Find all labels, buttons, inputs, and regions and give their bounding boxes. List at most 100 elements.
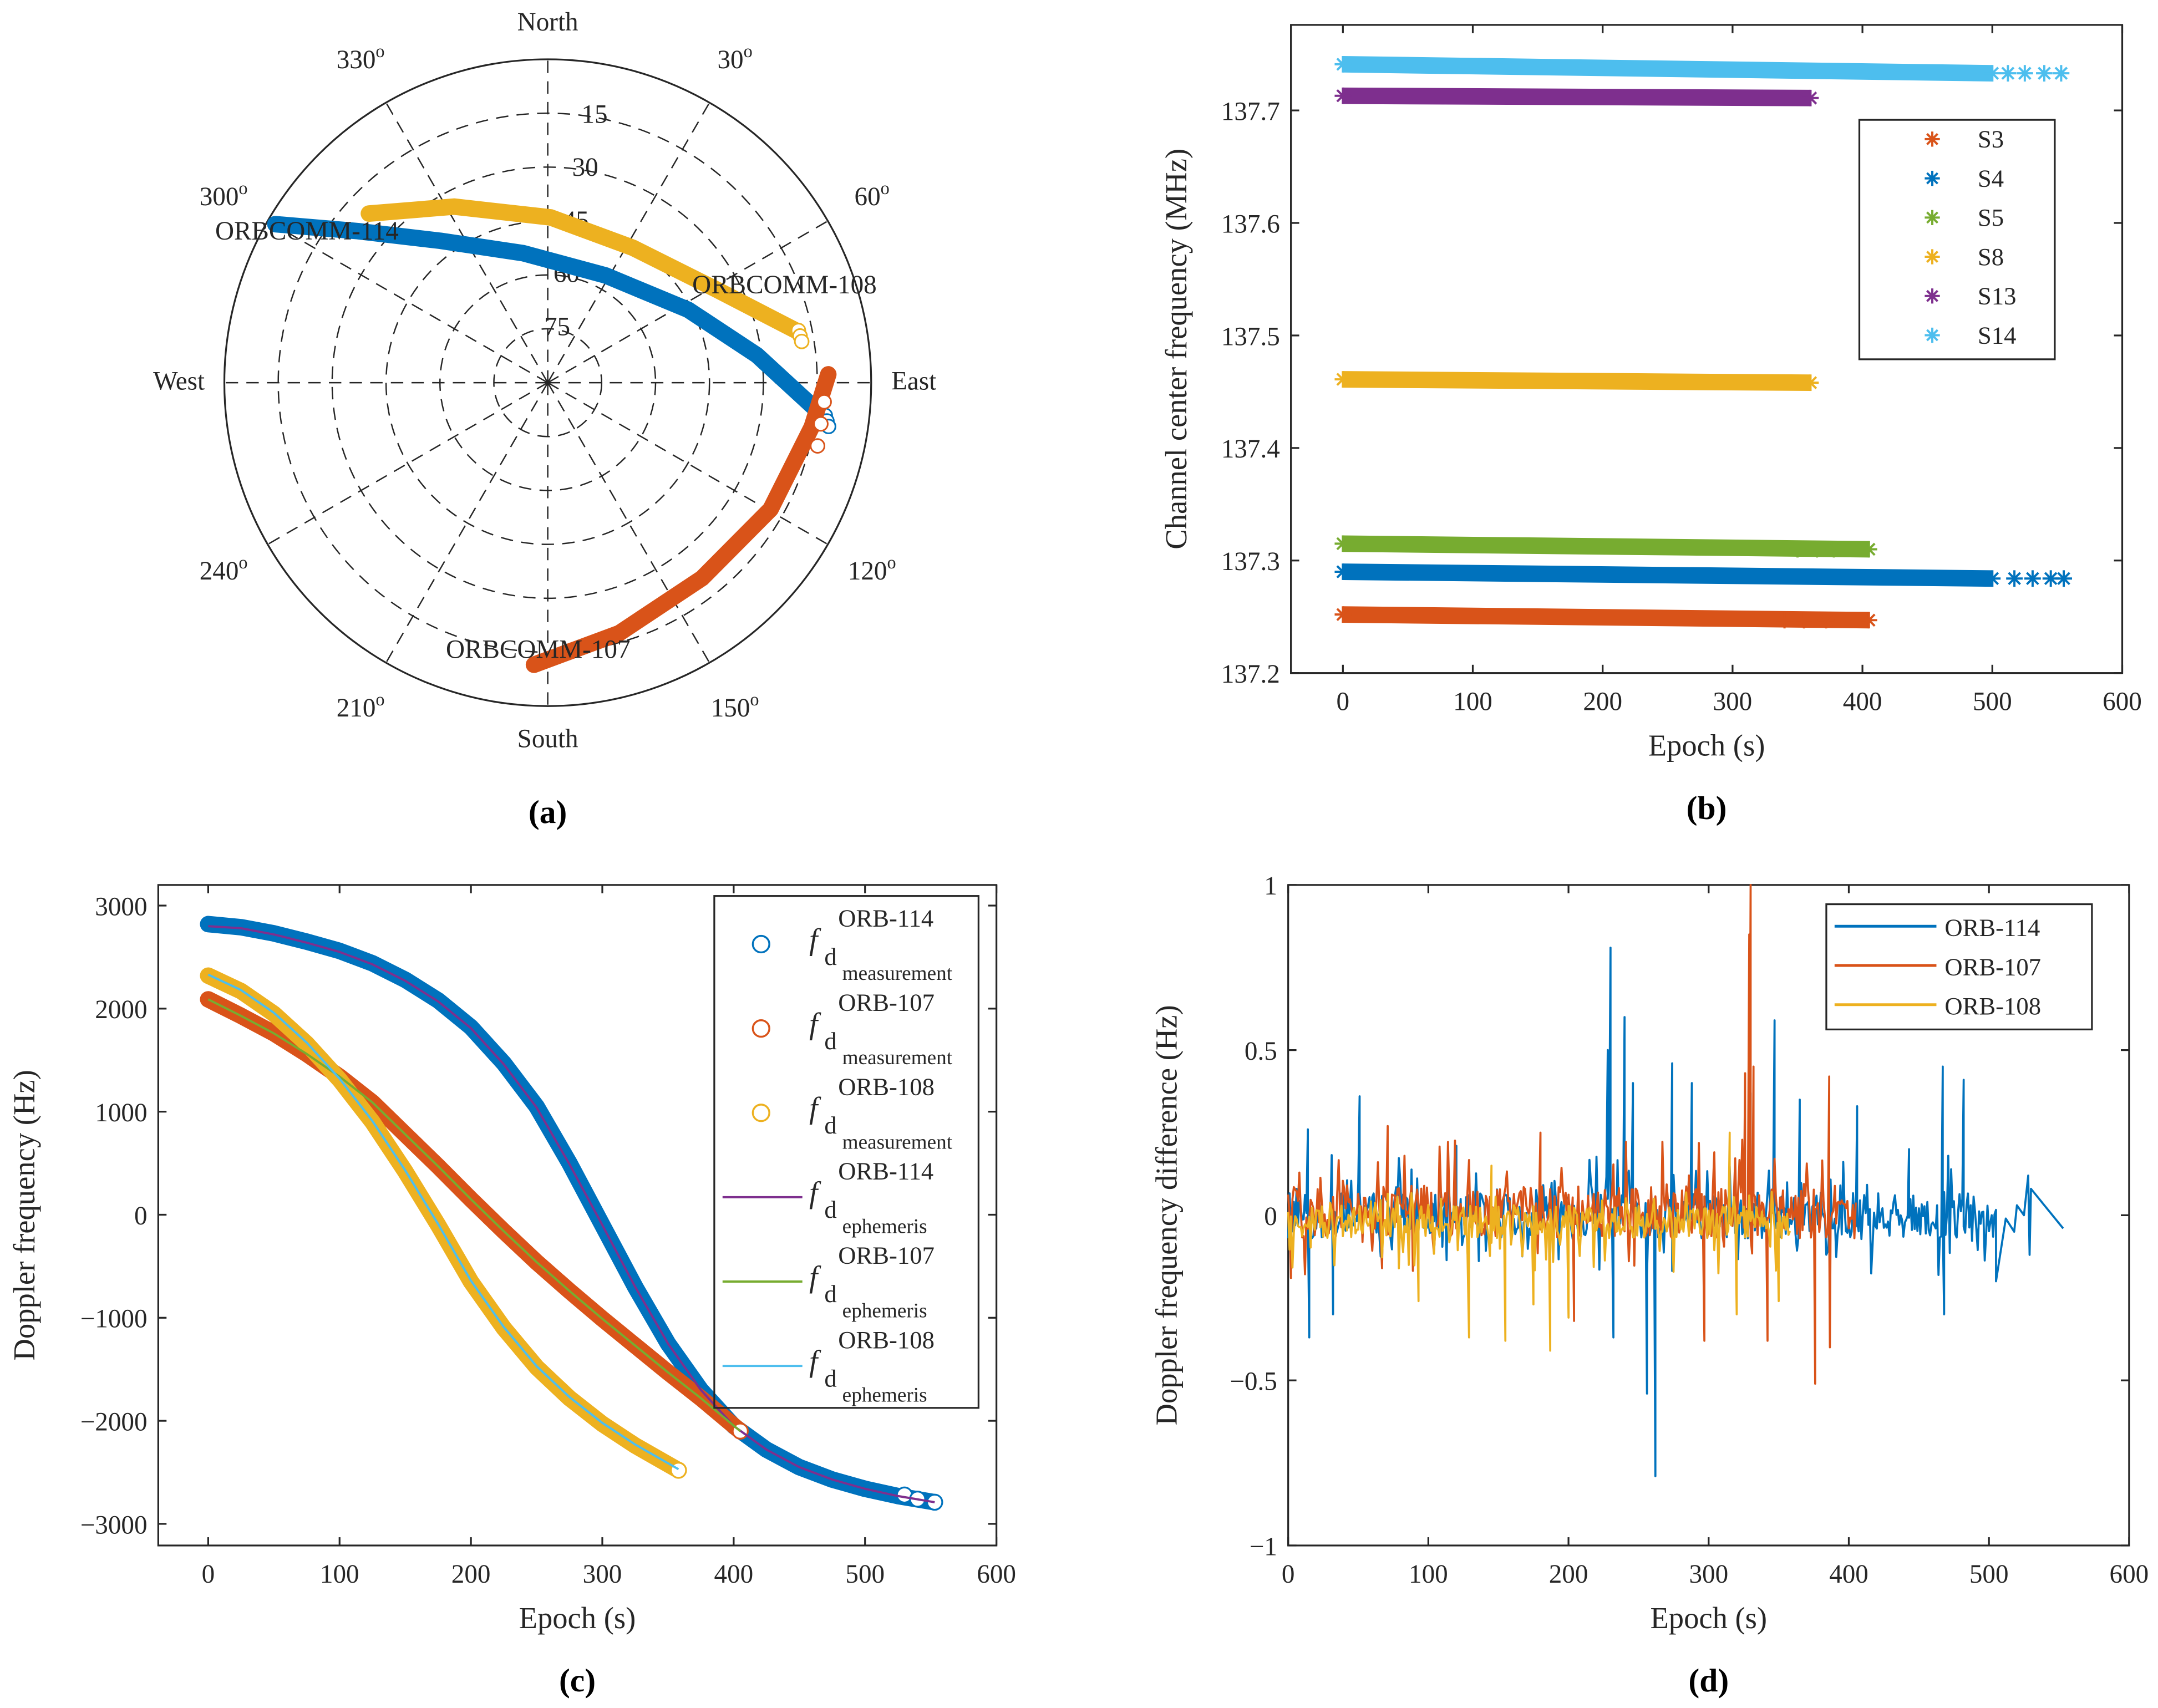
track-marker — [810, 438, 826, 454]
asterisk-marker — [1334, 87, 1352, 104]
degree-superscript: o — [881, 178, 890, 198]
y-tick-label: 137.7 — [1221, 97, 1280, 126]
asterisk-marker — [1860, 612, 1877, 629]
y-tick-label: −0.5 — [1230, 1368, 1277, 1396]
x-tick-label: 600 — [2103, 688, 2142, 716]
series-band-s8 — [1343, 371, 1811, 392]
panel-label: (c) — [559, 1662, 596, 1699]
asterisk-marker — [1809, 541, 1826, 558]
elevation-ring — [331, 166, 764, 599]
legend-subscript: d — [824, 943, 836, 970]
legend-superscript: ORB-114 — [838, 904, 933, 932]
direction-label-north: North — [517, 8, 578, 37]
legend-label: ORB-108 — [1944, 992, 2041, 1020]
y-tick-label: 137.5 — [1221, 322, 1280, 351]
panel-a-skyplot: 153045607530o60o120o150o210o240o300o330o… — [153, 8, 936, 830]
azimuth-spoke — [385, 102, 549, 383]
legend-marker — [752, 1104, 770, 1122]
x-tick-label: 600 — [2110, 1560, 2149, 1589]
panel-label: (a) — [529, 794, 567, 830]
azimuth-value: 60 — [855, 182, 881, 211]
legend: S3 S4 S5 S8 S13 S14 — [1858, 119, 2056, 360]
legend-marker — [1925, 327, 1940, 343]
azimuth-tick-label: 120o — [848, 552, 896, 586]
horizon-circle — [223, 58, 872, 707]
legend-subscript: d — [824, 1027, 836, 1055]
x-tick-label: 300 — [583, 1560, 622, 1589]
degree-superscript: o — [238, 552, 247, 572]
legend-box — [1825, 903, 2093, 1031]
legend-subscript: ephemeris — [842, 1215, 927, 1238]
legend-marker — [752, 1019, 770, 1038]
asterisk-marker — [1984, 65, 2001, 82]
y-tick-label: −1000 — [80, 1305, 148, 1334]
legend-superscript: ORB-114 — [838, 1157, 933, 1185]
legend-subscript: d — [824, 1196, 836, 1223]
x-tick-label: 500 — [1973, 688, 2012, 716]
series-band-s5 — [1343, 535, 1869, 558]
x-axis-label: Epoch (s) — [1650, 1601, 1767, 1635]
asterisk-marker — [1795, 612, 1812, 629]
y-tick-label: 0.5 — [1245, 1037, 1277, 1066]
difference-series-orb-107 — [1287, 883, 1857, 1385]
legend-marker — [1925, 249, 1940, 265]
y-tick-label: 0 — [134, 1202, 148, 1231]
x-axis-label: Epoch (s) — [1648, 729, 1765, 762]
azimuth-tick-label: 30o — [717, 41, 752, 74]
legend-subscript: ephemeris — [842, 1384, 927, 1407]
y-axis-label: Doppler frequency (Hz) — [7, 1070, 41, 1360]
legend-subscript: measurement — [842, 1131, 953, 1153]
x-axis-label: Epoch (s) — [519, 1601, 636, 1635]
legend-subscript: measurement — [842, 1046, 953, 1069]
legend: fdORB-114measurementfdORB-107measurement… — [713, 895, 979, 1409]
asterisk-marker — [1802, 89, 1819, 106]
satellite-label: ORBCOMM-107 — [446, 635, 631, 664]
y-tick-label: 137.6 — [1221, 210, 1280, 238]
x-tick-label: 400 — [1843, 688, 1882, 716]
legend-subscript: ephemeris — [842, 1300, 927, 1323]
track-marker — [794, 333, 810, 349]
legend-subscript: d — [824, 1280, 836, 1308]
legend-superscript: ORB-108 — [838, 1073, 935, 1101]
asterisk-marker — [2055, 570, 2072, 587]
y-axis-label: Doppler frequency difference (Hz) — [1150, 1005, 1184, 1425]
panel-label: (b) — [1687, 790, 1727, 826]
satellite-track-orbcomm-107 — [525, 366, 837, 673]
x-tick-label: 100 — [320, 1560, 359, 1589]
y-tick-label: 3000 — [95, 892, 147, 921]
elevation-ring — [493, 328, 603, 438]
asterisk-marker — [1334, 371, 1352, 388]
legend-label: S13 — [1978, 282, 2017, 310]
legend-label: ORB-114 — [1944, 914, 2040, 942]
y-tick-label: 1 — [1264, 872, 1277, 901]
ephemeris-series-orb-107 — [207, 998, 741, 1432]
asterisk-marker — [1776, 612, 1793, 629]
azimuth-spoke — [547, 382, 829, 545]
x-tick-label: 0 — [202, 1560, 215, 1589]
degree-superscript: o — [375, 41, 384, 61]
y-tick-label: 137.4 — [1221, 435, 1280, 464]
y-tick-label: 137.3 — [1221, 547, 1280, 576]
degree-superscript: o — [375, 689, 384, 709]
y-tick-label: −3000 — [80, 1511, 148, 1539]
x-tick-label: 100 — [1409, 1560, 1448, 1589]
series-band-s4 — [1343, 563, 1993, 587]
legend-label: S5 — [1978, 204, 2004, 231]
x-tick-label: 500 — [1969, 1560, 2009, 1589]
y-tick-label: −2000 — [80, 1407, 148, 1436]
legend-subscript: d — [824, 1364, 836, 1392]
asterisk-marker — [1334, 56, 1352, 73]
asterisk-marker — [1999, 65, 2017, 82]
degree-superscript: o — [750, 689, 759, 709]
legend-marker — [752, 934, 770, 954]
x-tick-label: 200 — [1583, 688, 1622, 716]
azimuth-tick-label: 300o — [200, 178, 248, 211]
direction-label-west: West — [153, 367, 205, 395]
azimuth-value: 30 — [717, 45, 743, 74]
degree-superscript: o — [238, 178, 247, 198]
legend-superscript: ORB-107 — [838, 1242, 935, 1269]
legend-label: S8 — [1978, 243, 2004, 271]
azimuth-tick-label: 240o — [200, 552, 248, 586]
ephemeris-series-orb-108 — [207, 973, 679, 1471]
